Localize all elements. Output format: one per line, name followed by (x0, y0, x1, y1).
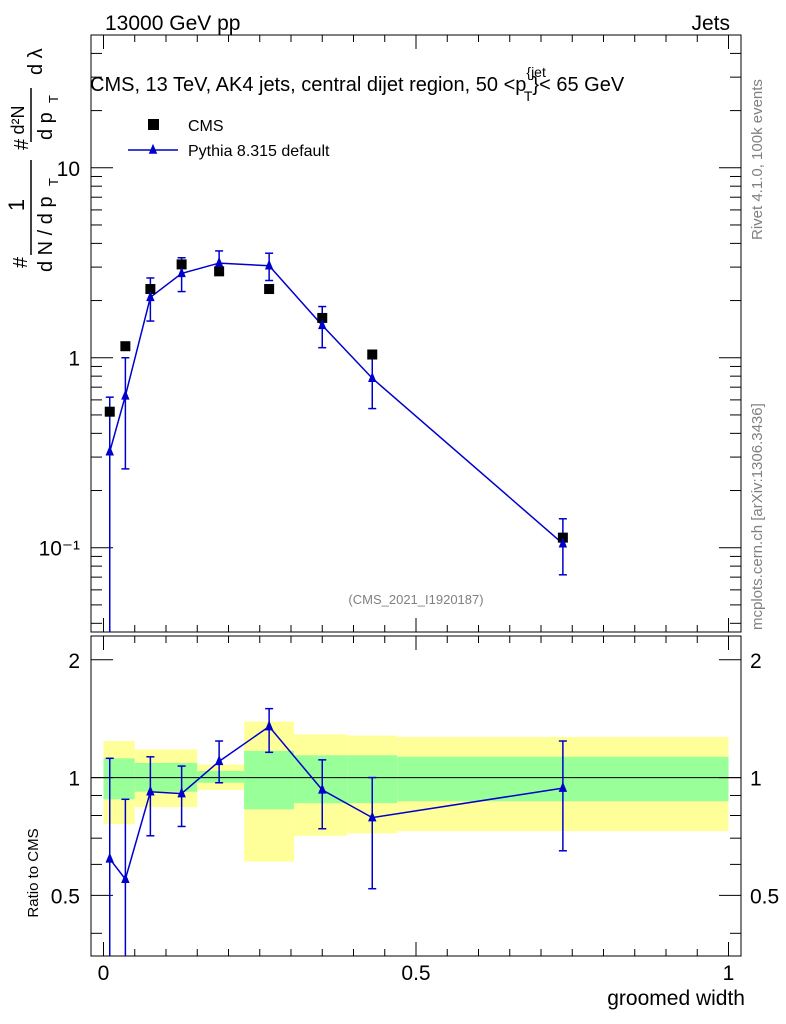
x-tick-label-2: 1 (723, 962, 735, 985)
main-y-label: # 1 d N / d p T # d²N d p T d λ (4, 48, 61, 272)
legend-cms-marker (148, 119, 159, 130)
legend-pythia-label: Pythia 8.315 default (188, 143, 330, 160)
y-tick-label-main-0: 10⁻¹ (39, 538, 80, 561)
pythia-point-3 (177, 267, 186, 278)
ratio-y-label: Ratio to CMS (25, 828, 42, 917)
band-inner-6 (294, 755, 348, 804)
band-inner-1 (116, 758, 135, 800)
pythia-point-5 (264, 259, 274, 270)
ylabel-sub-t-left: T (46, 178, 61, 186)
ylabel-den-left: d N / d p (35, 196, 57, 272)
legend-pythia-marker (148, 143, 158, 154)
pythia-point-7 (368, 371, 377, 383)
ratio-point-0 (105, 852, 114, 863)
ylabel-lambda: d λ (25, 48, 47, 75)
cms-point-4 (214, 266, 225, 277)
band-inner-5 (244, 750, 295, 810)
y-tick-label-ratio-0: 0.5 (51, 885, 80, 908)
ratio-point-1 (121, 872, 130, 883)
pythia-point-0 (105, 445, 114, 456)
y-tick-label-ratio-2: 2 (68, 650, 80, 673)
watermark: (CMS_2021_I1920187) (348, 592, 483, 607)
pythia-point-8 (558, 537, 568, 548)
ylabel-num-right: d²N (8, 105, 28, 134)
x-tick-label-0: 0 (98, 962, 110, 985)
cms-point-6 (317, 312, 328, 323)
y-tick-label-ratio-right-1: 1 (750, 768, 762, 791)
y-tick-label-ratio-1: 1 (68, 768, 80, 791)
y-tick-label-main-1: 1 (68, 348, 80, 371)
cms-point-7 (367, 349, 378, 360)
header-left: 13000 GeV pp (105, 12, 240, 35)
pythia-point-4 (214, 256, 224, 267)
ratio-point-6 (318, 783, 327, 794)
pythia-point-1 (121, 389, 130, 400)
mcplots-label: mcplots.cern.ch [arXiv:1306.3436] (749, 403, 766, 630)
header-right: Jets (691, 12, 730, 35)
y-tick-label-main-2: 10 (57, 158, 80, 181)
cms-point-3 (176, 259, 187, 270)
rivet-label: Rivet 4.1.0, 100k events (749, 79, 766, 240)
x-tick-label-1: 0.5 (401, 962, 430, 985)
legend-cms-label: CMS (188, 118, 224, 135)
cms-point-2 (145, 284, 156, 295)
ratio-point-5 (264, 720, 274, 731)
pythia-line (109, 262, 564, 545)
title-post: }< 65 GeV (532, 74, 624, 96)
pythia-point-2 (146, 291, 155, 302)
title-pre: CMS, 13 TeV, AK4 jets, central dijet reg… (90, 74, 526, 96)
title-sup: {jet (526, 64, 546, 80)
cms-point-5 (264, 284, 275, 295)
ratio-point-7 (368, 811, 377, 822)
ylabel-hash-right: # (11, 138, 33, 150)
ratio-point-3 (177, 787, 186, 798)
band-inner-4 (197, 770, 245, 783)
ratio-point-8 (558, 781, 568, 792)
x-axis-label: groomed width (607, 987, 745, 1010)
ylabel-sub-t-right: T (46, 95, 61, 103)
ylabel-num-left: 1 (4, 199, 29, 211)
y-tick-label-ratio-right-0: 0.5 (750, 885, 779, 908)
cms-point-0 (104, 406, 115, 417)
chart-title: CMS, 13 TeV, AK4 jets, central dijet reg… (90, 64, 625, 104)
ratio-point-2 (146, 785, 155, 796)
ylabel-hash-left: # (10, 256, 32, 268)
ratio-bands (103, 721, 729, 862)
y-tick-label-ratio-right-2: 2 (750, 650, 762, 673)
legend: CMS Pythia 8.315 default (128, 118, 330, 160)
ylabel-den-right: d p (35, 112, 57, 140)
pythia-point-6 (318, 319, 327, 330)
title-sub: T (524, 88, 533, 104)
ratio-point-4 (214, 755, 224, 766)
cms-point-1 (120, 341, 131, 352)
